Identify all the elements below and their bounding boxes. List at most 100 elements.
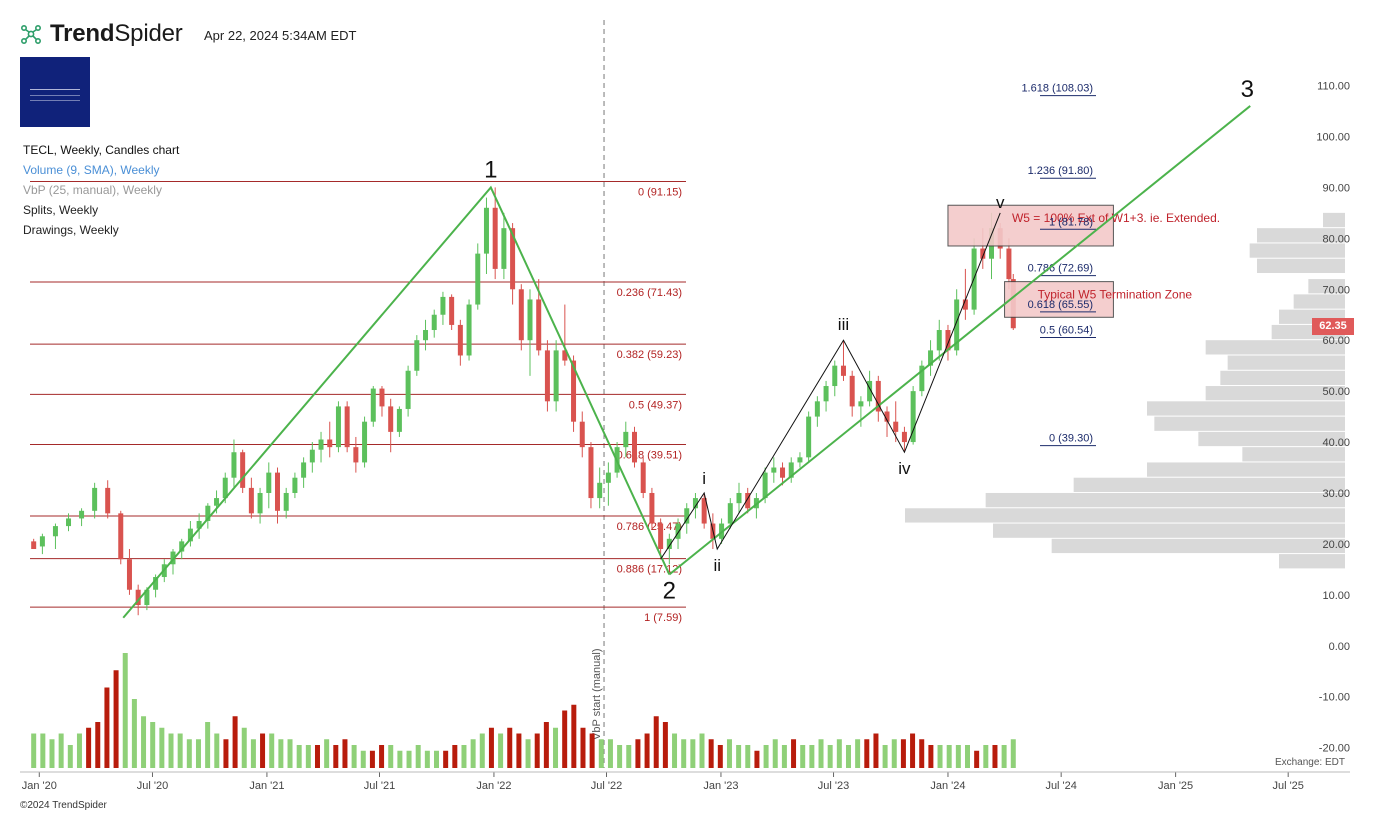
candle-body — [832, 365, 838, 387]
fib-ext-label: 0 (39.30) — [1049, 433, 1093, 445]
x-tick-label: Jul '22 — [591, 780, 622, 792]
candle-body — [893, 421, 899, 432]
volume-bar — [763, 745, 769, 768]
volume-bar — [333, 745, 339, 768]
x-tick-label: Jul '20 — [137, 780, 168, 792]
candle-body — [257, 492, 263, 514]
volume-bar — [974, 750, 980, 768]
volume-bar — [589, 733, 595, 768]
volume-bar — [736, 745, 742, 768]
wave-3-projection-line — [668, 105, 1251, 576]
zone-label: W5 = 100% Ext of W1+3. ie. Extended. — [1012, 211, 1220, 225]
y-tick-label: 50.00 — [1322, 386, 1350, 398]
volume-bar — [452, 745, 458, 768]
legend-drawings[interactable]: Drawings, Weekly — [23, 223, 119, 237]
volume-bar — [964, 745, 970, 768]
x-tick-label: Jan '25 — [1158, 780, 1193, 792]
vbp-bar — [1279, 554, 1345, 569]
fib-ext-label: 1.618 (108.03) — [1021, 83, 1093, 95]
vbp-bar — [1205, 386, 1345, 401]
candle-body — [66, 518, 72, 527]
volume-bar — [76, 733, 82, 768]
vbp-bar — [1257, 258, 1345, 273]
legend-main-series[interactable]: TECL, Weekly, Candles chart — [23, 143, 180, 157]
wave-label-v: v — [996, 193, 1005, 212]
vbp-bar — [1249, 243, 1345, 258]
volume-bar — [598, 739, 604, 768]
candle-body — [214, 498, 220, 506]
candle-body — [588, 447, 594, 499]
fib-ext-label: 1 (81.78) — [1049, 216, 1093, 228]
candle-body — [701, 498, 707, 524]
fib-ext-label: 1.236 (91.80) — [1028, 165, 1093, 177]
volume-bar — [314, 745, 320, 768]
candle-body — [153, 577, 159, 590]
y-tick-label: 30.00 — [1322, 488, 1350, 500]
candle-body — [727, 503, 733, 524]
volume-bar — [983, 745, 989, 768]
subwave-line — [660, 212, 1001, 560]
legend-splits[interactable]: Splits, Weekly — [23, 203, 99, 217]
vbp-bar — [1323, 212, 1345, 228]
candle-body — [475, 253, 481, 305]
volume-bar — [86, 727, 92, 768]
y-tick-label: 70.00 — [1322, 284, 1350, 296]
candle-body — [483, 207, 489, 254]
fib-extension-layer: 1.618 (108.03) 1.236 (91.80) 1 (81.78) 0.78… — [1021, 83, 1096, 447]
candle-body — [92, 487, 98, 511]
vbp-start-label: VbP start (manual) — [591, 648, 603, 740]
volume-bar — [882, 745, 888, 768]
volume-bar — [516, 733, 522, 768]
candle-body — [806, 416, 812, 458]
candle-body — [623, 431, 629, 448]
volume-bar — [800, 745, 806, 768]
volume-bar — [58, 733, 64, 768]
x-tick-label: Jan '23 — [703, 780, 738, 792]
candle-body — [510, 228, 516, 290]
candle-body — [849, 375, 855, 407]
x-tick-label: Jan '24 — [930, 780, 965, 792]
volume-bar — [534, 733, 540, 768]
candle-body — [875, 380, 881, 412]
candle-body — [292, 477, 298, 493]
vbp-bar — [905, 508, 1345, 523]
candle-body — [362, 421, 368, 463]
volume-bar — [955, 745, 961, 768]
volume-bar — [31, 733, 37, 768]
candle-body — [222, 477, 228, 499]
x-tick-label: Jan '21 — [249, 780, 284, 792]
current-price-tag: 62.35 — [1312, 318, 1354, 335]
wave-label-i: i — [702, 469, 706, 488]
candle-body — [79, 510, 85, 519]
volume-bar — [571, 704, 577, 768]
candle-body — [135, 589, 141, 606]
volume-bar — [818, 739, 824, 768]
volume-bar — [699, 733, 705, 768]
vbp-bar — [1308, 279, 1345, 294]
volume-bar — [150, 722, 156, 768]
legend-vbp[interactable]: VbP (25, manual), Weekly — [23, 183, 162, 197]
brand-logo[interactable]: TrendSpider — [18, 20, 183, 48]
y-tick-label: 90.00 — [1322, 182, 1350, 194]
x-axis: Jan '20 Jul '20 Jan '21 Jul '21 Jan '22 Jul '… — [20, 771, 1350, 792]
vbp-bar — [1257, 228, 1345, 243]
candle-body — [52, 526, 58, 537]
fib-level-label: 0.886 (17.12) — [617, 564, 682, 576]
x-tick-label: Jul '23 — [818, 780, 849, 792]
candle-body — [266, 472, 272, 493]
brand-name: TrendSpider — [50, 20, 183, 47]
volume-bar — [562, 710, 568, 768]
volume-bar — [809, 745, 815, 768]
y-tick-label: 110.00 — [1317, 81, 1350, 93]
termination-zone — [1004, 281, 1114, 318]
legend-volume[interactable]: Volume (9, SMA), Weekly — [23, 163, 160, 177]
candle-body — [980, 248, 986, 259]
volume-bar — [910, 733, 916, 768]
candle-body — [144, 589, 150, 606]
y-tick-label: 0.00 — [1329, 641, 1350, 653]
candle-body — [658, 523, 664, 550]
candle-body — [562, 350, 568, 361]
candle-body — [928, 350, 934, 366]
y-tick-label: 20.00 — [1322, 539, 1350, 551]
